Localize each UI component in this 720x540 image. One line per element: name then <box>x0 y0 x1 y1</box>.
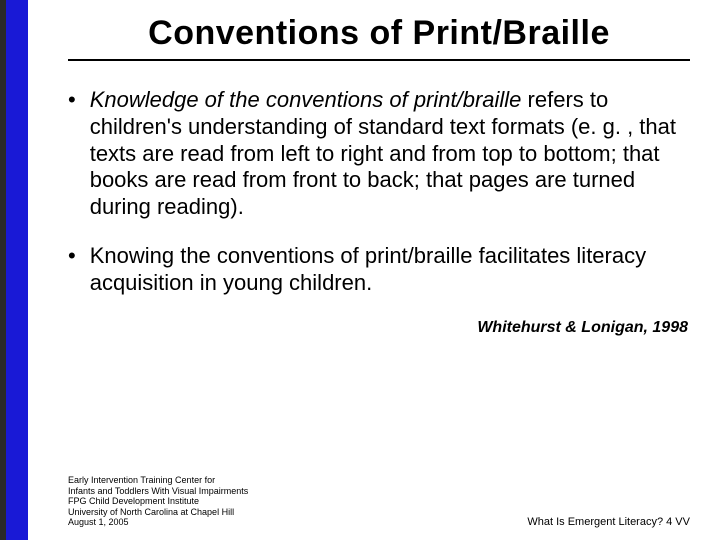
bullet-dot-icon: • <box>68 245 76 267</box>
bullet-item: • Knowing the conventions of print/brail… <box>68 243 690 297</box>
footer-right-text: What Is Emergent Literacy? 4 VV <box>527 516 690 528</box>
bullet-rest: Knowing the conventions of print/braille… <box>90 243 646 295</box>
footer-line: University of North Carolina at Chapel H… <box>68 507 248 518</box>
left-bar-blue <box>6 0 28 540</box>
slide-content: Conventions of Print/Braille • Knowledge… <box>28 0 720 540</box>
slide-footer: Early Intervention Training Center for I… <box>68 475 690 528</box>
footer-left-block: Early Intervention Training Center for I… <box>68 475 248 528</box>
footer-line: FPG Child Development Institute <box>68 496 248 507</box>
footer-line: Early Intervention Training Center for <box>68 475 248 486</box>
bullet-dot-icon: • <box>68 89 76 111</box>
bullet-text: Knowledge of the conventions of print/br… <box>90 87 690 221</box>
bullet-italic-lead: Knowledge of the conventions of print/br… <box>90 87 522 112</box>
footer-line: Infants and Toddlers With Visual Impairm… <box>68 486 248 497</box>
bullet-text: Knowing the conventions of print/braille… <box>90 243 690 297</box>
citation-text: Whitehurst & Lonigan, 1998 <box>68 319 688 337</box>
left-accent-bar <box>0 0 28 540</box>
bullet-item: • Knowledge of the conventions of print/… <box>68 87 690 221</box>
footer-line: August 1, 2005 <box>68 517 248 528</box>
title-underline <box>68 59 690 61</box>
slide-title: Conventions of Print/Braille <box>68 14 690 53</box>
